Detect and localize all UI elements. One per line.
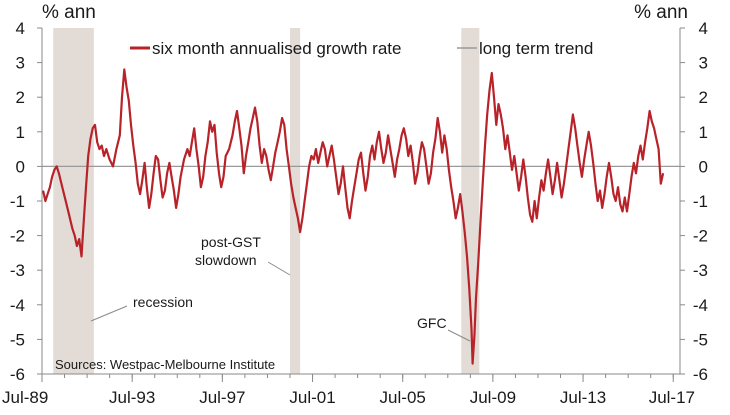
shaded-period-2 [461,28,480,374]
y-tick-label-right: 3 [699,54,708,73]
y-tick-label-left: 2 [16,88,25,107]
left-axis-unit: % ann [42,2,96,23]
y-tick-label-left: -6 [10,365,25,384]
x-tick-label: Jul-17 [649,388,695,407]
annotation-post-gst: post-GST [201,234,261,250]
y-tick-label-right: 2 [699,88,708,107]
y-tick-label-right: -2 [693,227,708,246]
y-tick-label-left: -5 [10,330,25,349]
axes [37,27,685,382]
source-note: Sources: Westpac-Melbourne Institute [55,357,275,372]
y-tick-label-right: -1 [693,192,708,211]
y-tick-label-left: -1 [10,192,25,211]
annotation-gfc: GFC [417,315,447,331]
y-tick-label-right: -3 [693,261,708,280]
x-tick-label: Jul-05 [380,388,426,407]
y-tick-label-right: 4 [699,19,708,38]
x-tick-label: Jul-13 [560,388,606,407]
series-line-group [42,68,665,365]
x-tick-label: Jul-01 [289,388,335,407]
y-tick-label-right: -6 [693,365,708,384]
y-tick-label-right: 0 [699,157,708,176]
tick-labels: 4 4 3 3 2 2 1 1 0 0 -1 -1 -2 -2 -3 -3 -4 -4 -5 -5 -6 -6 Jul-89… [2,19,708,407]
y-tick-label-right: -5 [693,330,708,349]
legend: six month annualised growth rate long te… [130,39,593,58]
y-tick-label-left: 4 [16,19,25,38]
annotation-slowdown: slowdown [195,252,256,268]
annotation-pointer-gfc [447,329,471,342]
y-tick-label-left: 0 [16,157,25,176]
x-tick-label: Jul-09 [470,388,516,407]
shaded-period-0 [53,28,94,374]
right-axis-unit: % ann [634,2,688,23]
x-tick-label: Jul-89 [2,388,48,407]
y-tick-label-left: 1 [16,123,25,142]
x-tick-label: Jul-97 [199,388,245,407]
annotations: post-GST slowdown recession GFC [90,234,471,342]
annotation-pointer-recession [90,305,128,322]
annotation-pointer-post-gst [267,261,291,276]
legend-label-trend: long term trend [479,39,593,58]
y-tick-label-right: -4 [693,296,708,315]
annotation-recession: recession [133,294,193,310]
y-tick-label-left: -2 [10,227,25,246]
y-tick-label-left: 3 [16,54,25,73]
series-line-growth [42,68,665,365]
y-tick-label-left: -3 [10,261,25,280]
shaded-periods [53,28,480,374]
y-tick-label-right: 1 [699,123,708,142]
legend-label-growth: six month annualised growth rate [152,39,401,58]
x-tick-label: Jul-93 [109,388,155,407]
y-tick-label-left: -4 [10,296,25,315]
